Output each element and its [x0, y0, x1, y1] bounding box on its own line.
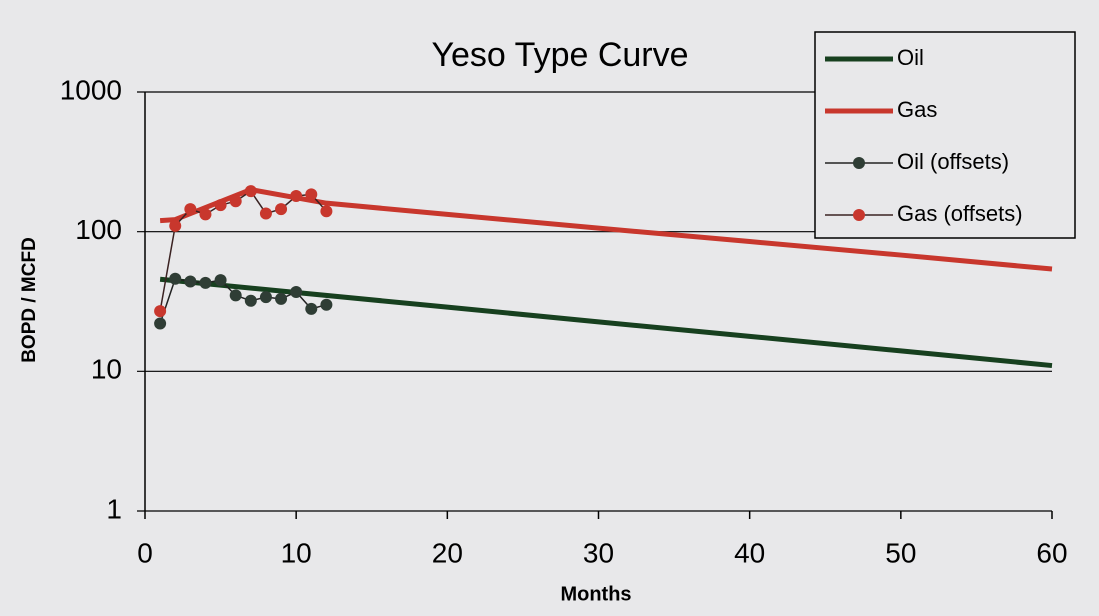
data-point [259, 291, 272, 304]
y-tick-label: 100 [75, 214, 122, 245]
legend-label: Gas [897, 97, 937, 122]
data-point [320, 205, 333, 218]
data-point [305, 302, 318, 315]
data-point [320, 298, 333, 311]
data-point [229, 195, 242, 208]
y-tick-label: 1 [106, 493, 122, 524]
legend-marker [853, 209, 865, 221]
x-tick-label: 0 [137, 537, 153, 568]
x-tick-label: 60 [1036, 537, 1067, 568]
legend-label: Oil [897, 45, 924, 70]
series-line [159, 187, 1053, 272]
data-point [275, 292, 288, 305]
data-point [229, 289, 242, 302]
data-point [169, 219, 182, 232]
data-point [184, 203, 197, 216]
data-point [199, 276, 212, 289]
x-tick-label: 30 [583, 537, 614, 568]
data-point [275, 203, 288, 216]
x-tick-label: 40 [734, 537, 765, 568]
data-point [184, 275, 197, 288]
data-point [214, 199, 227, 212]
chart-title: Yeso Type Curve [431, 36, 688, 74]
legend: Oil Gas Oil (offsets) Gas (offsets) [814, 31, 1076, 239]
data-point [154, 305, 167, 318]
data-point [154, 317, 167, 330]
data-point [199, 208, 212, 221]
x-tick-label: 20 [432, 537, 463, 568]
data-point [259, 207, 272, 220]
x-axis-label: Months [560, 583, 631, 605]
data-point [305, 188, 318, 201]
data-point [290, 285, 303, 298]
data-point [244, 185, 257, 198]
x-tick-label: 50 [885, 537, 916, 568]
legend-marker [853, 157, 865, 169]
legend-label: Oil (offsets) [897, 149, 1009, 174]
y-tick-label: 1000 [60, 74, 122, 105]
x-tick-label: 10 [281, 537, 312, 568]
legend-label: Gas (offsets) [897, 201, 1023, 226]
legend-box [814, 31, 1076, 239]
data-point [214, 274, 227, 287]
data-point [169, 272, 182, 285]
data-point [244, 294, 257, 307]
y-axis-label: BOPD / MCFD [19, 237, 40, 363]
data-point [290, 190, 303, 203]
y-tick-label: 10 [91, 354, 122, 385]
